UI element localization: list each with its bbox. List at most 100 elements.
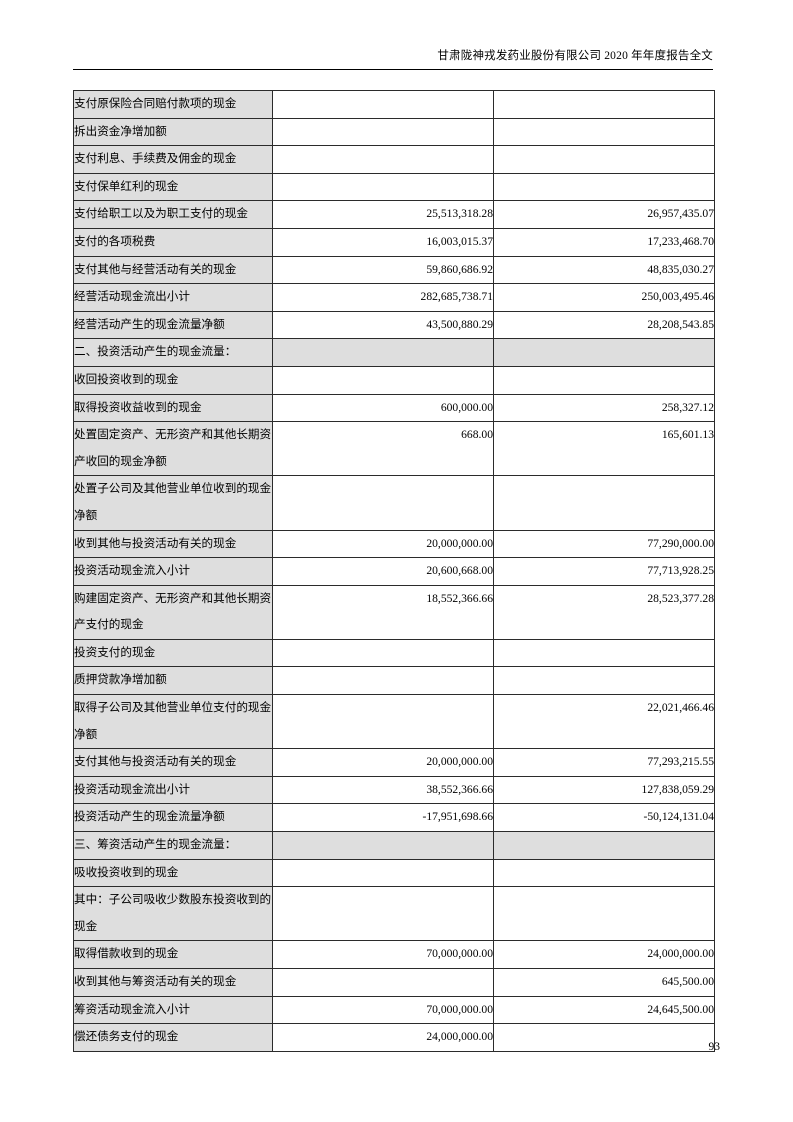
row-value-cell-1: 668.00 [272,421,494,477]
table-row: 支付利息、手续费及佣金的现金 [73,145,715,174]
table-row: 质押贷款净增加额 [73,666,715,696]
row-label-cell: 支付保单红利的现金 [73,172,273,202]
table-row: 经营活动产生的现金流量净额 43,500,880.29 28,208,543.85 [73,310,715,340]
row-value-cell-1: 25,513,318.28 [272,200,494,229]
row-label-cell: 二、投资活动产生的现金流量： [73,338,273,367]
row-value-cell-1 [272,666,494,696]
row-label: 投资活动现金流入小计 [74,564,190,578]
row-value-cell-1: 70,000,000.00 [272,995,494,1025]
row-value-cell-1 [272,145,494,174]
row-value-cell-2 [493,858,715,888]
row-value-cell-2: 258,327.12 [493,393,715,423]
row-value-cell-1: 43,500,880.29 [272,310,494,340]
row-value-cell-2: 24,000,000.00 [493,940,715,969]
table-row: 收到其他与筹资活动有关的现金 645,500.00 [73,968,715,997]
cash-flow-statement-table-wrap: 支付原保险合同赔付款项的现金拆出资金净增加额支付利息、手续费及佣金的现金支付保单… [73,90,715,1052]
row-value-cell-1 [272,831,494,860]
row-value-cell-2 [493,338,715,367]
row-label: 支付保单红利的现金 [74,179,179,193]
row-label-cell: 支付利息、手续费及佣金的现金 [73,145,273,174]
header-company-title: 甘肃陇神戎发药业股份有限公司 2020 年年度报告全文 [437,50,713,62]
row-value-cell-1 [272,90,494,119]
table-row: 经营活动现金流出小计 282,685,738.71 250,003,495.46 [73,283,715,312]
row-value-cell-1 [272,338,494,367]
row-label-cell: 收到其他与投资活动有关的现金 [73,529,273,559]
table-row: 偿还债务支付的现金 24,000,000.00 [73,1023,715,1052]
row-label-cell: 三、筹资活动产生的现金流量： [73,831,273,860]
row-value-cell-2 [493,172,715,202]
row-value-cell-1: 18,552,366.66 [272,584,494,640]
row-label: 取得子公司及其他营业单位支付的现金净额 [74,701,272,741]
row-value-cell-2: 17,233,468.70 [493,227,715,257]
row-value-cell-1 [272,694,494,750]
row-label: 质押贷款净增加额 [74,673,167,687]
row-label-cell: 经营活动产生的现金流量净额 [73,310,273,340]
table-row: 拆出资金净增加额 [73,117,715,147]
row-label: 筹资活动现金流入小计 [74,1002,190,1016]
row-value-cell-1: 59,860,686.92 [272,255,494,285]
row-label-cell: 经营活动现金流出小计 [73,283,273,312]
table-row: 收回投资收到的现金 [73,365,715,395]
row-value-cell-2: 48,835,030.27 [493,255,715,285]
row-label: 其中：子公司吸收少数股东投资收到的现金 [74,893,272,933]
row-label-cell: 取得子公司及其他营业单位支付的现金净额 [73,694,273,750]
table-row: 投资活动现金流入小计 20,600,668.00 77,713,928.25 [73,557,715,586]
row-value-cell-2: 28,523,377.28 [493,584,715,640]
row-value-cell-2 [493,638,715,668]
table-row: 支付原保险合同赔付款项的现金 [73,90,715,119]
row-value-cell-2: 165,601.13 [493,421,715,477]
row-label-cell: 吸收投资收到的现金 [73,858,273,888]
row-label: 投资活动产生的现金流量净额 [74,810,225,824]
row-label-cell: 投资活动现金流入小计 [73,557,273,586]
row-label-cell: 收回投资收到的现金 [73,365,273,395]
row-value-cell-2: 24,645,500.00 [493,995,715,1025]
row-label: 支付其他与投资活动有关的现金 [74,755,237,769]
row-label-cell: 筹资活动现金流入小计 [73,995,273,1025]
row-label: 拆出资金净增加额 [74,124,167,138]
table-row: 取得投资收益收到的现金 600,000.00 258,327.12 [73,393,715,423]
row-label-cell: 支付原保险合同赔付款项的现金 [73,90,273,119]
row-value-cell-1: 20,000,000.00 [272,748,494,777]
table-row: 吸收投资收到的现金 [73,858,715,888]
row-value-cell-2: 26,957,435.07 [493,200,715,229]
row-label-cell: 收到其他与筹资活动有关的现金 [73,968,273,997]
cash-flow-table-body: 支付原保险合同赔付款项的现金拆出资金净增加额支付利息、手续费及佣金的现金支付保单… [73,90,715,1052]
table-row: 投资活动现金流出小计 38,552,366.66 127,838,059.29 [73,775,715,805]
row-value-cell-2: -50,124,131.04 [493,803,715,833]
row-label: 投资支付的现金 [74,645,156,659]
running-header: 甘肃陇神戎发药业股份有限公司 2020 年年度报告全文 [73,48,713,78]
row-value-cell-2: 77,293,215.55 [493,748,715,777]
row-value-cell-1 [272,475,494,531]
row-value-cell-2: 645,500.00 [493,968,715,997]
row-label: 取得借款收到的现金 [74,947,179,961]
row-label-cell: 支付的各项税费 [73,227,273,257]
row-label: 吸收投资收到的现金 [74,865,179,879]
row-label-cell: 取得投资收益收到的现金 [73,393,273,423]
row-value-cell-1 [272,172,494,202]
table-row: 收到其他与投资活动有关的现金 20,000,000.00 77,290,000.00 [73,529,715,559]
row-label-cell: 处置固定资产、无形资产和其他长期资产收回的现金净额 [73,421,273,477]
row-value-cell-1 [272,858,494,888]
page-number: 93 [708,1041,721,1053]
row-value-cell-2: 77,290,000.00 [493,529,715,559]
table-row: 投资活动产生的现金流量净额 -17,951,698.66 -50,124,131.0… [73,803,715,833]
row-label: 购建固定资产、无形资产和其他长期资产支付的现金 [74,591,272,632]
row-value-cell-1: 20,600,668.00 [272,557,494,586]
row-value-cell-1: 600,000.00 [272,393,494,423]
table-row: 购建固定资产、无形资产和其他长期资产支付的现金 18,552,366.66 28,5… [73,584,715,640]
table-row: 二、投资活动产生的现金流量： [73,338,715,367]
row-value-cell-1: 70,000,000.00 [272,940,494,969]
row-value-cell-1: 24,000,000.00 [272,1023,494,1052]
table-row: 取得子公司及其他营业单位支付的现金净额 22,021,466.46 [73,694,715,750]
header-rule [73,69,713,70]
table-row: 三、筹资活动产生的现金流量： [73,831,715,860]
row-value-cell-2: 77,713,928.25 [493,557,715,586]
row-value-cell-2 [493,831,715,860]
row-label-cell: 支付其他与经营活动有关的现金 [73,255,273,285]
row-value-cell-2: 22,021,466.46 [493,694,715,750]
row-label-cell: 支付给职工以及为职工支付的现金 [73,200,273,229]
row-label-cell: 投资支付的现金 [73,638,273,668]
table-row: 投资支付的现金 [73,638,715,668]
row-label: 二、投资活动产生的现金流量： [74,345,237,359]
table-row: 取得借款收到的现金 70,000,000.00 24,000,000.00 [73,940,715,969]
